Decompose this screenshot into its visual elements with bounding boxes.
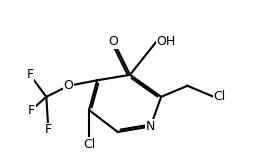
Text: Cl: Cl [214, 90, 226, 103]
Text: Cl: Cl [83, 137, 95, 151]
Text: N: N [146, 120, 155, 133]
Text: F: F [44, 123, 51, 136]
Text: O: O [109, 35, 119, 48]
Text: F: F [26, 68, 34, 81]
Text: O: O [63, 79, 73, 92]
Text: F: F [28, 103, 35, 116]
Text: OH: OH [156, 35, 176, 48]
